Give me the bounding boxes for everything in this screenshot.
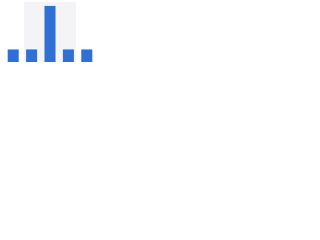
bar bbox=[26, 49, 38, 62]
page: {"chart_data": {"type": "bar", "categori… bbox=[0, 0, 100, 71]
bar bbox=[7, 49, 19, 62]
bar bbox=[81, 49, 93, 62]
bar bbox=[62, 49, 74, 62]
bar bbox=[44, 5, 56, 62]
chart bbox=[0, 0, 100, 71]
